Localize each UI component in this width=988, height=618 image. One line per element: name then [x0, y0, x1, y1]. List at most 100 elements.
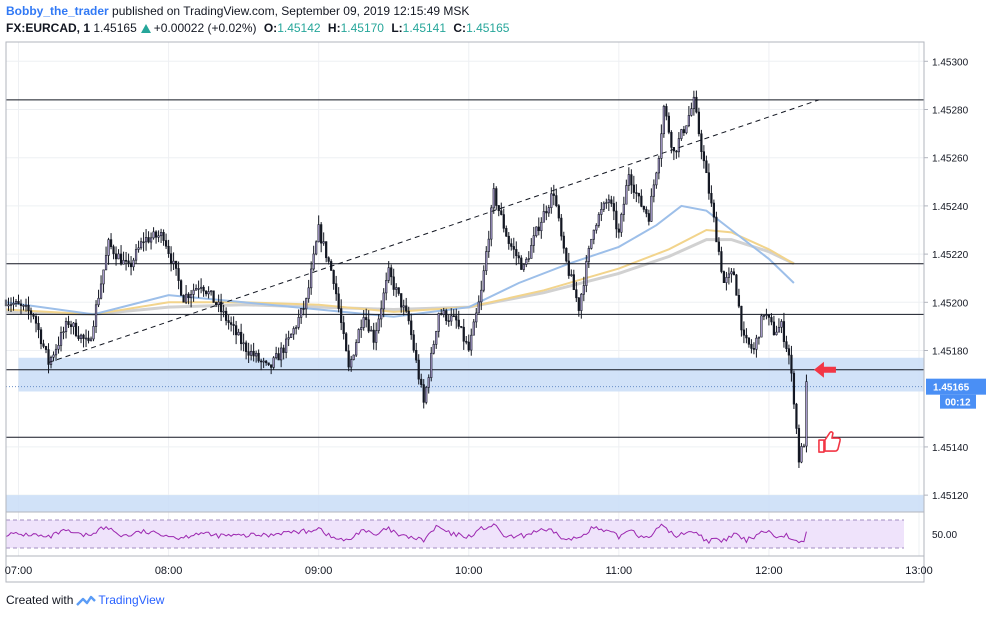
candle-body [625, 185, 628, 205]
candle-body [575, 289, 578, 299]
candle-body [285, 338, 288, 353]
candle-body [17, 301, 20, 305]
candle-body [315, 241, 318, 255]
candle-body [802, 445, 806, 448]
candle-body [262, 360, 265, 363]
candle-body [54, 348, 58, 356]
candle-body [250, 350, 253, 356]
candle-body [245, 342, 248, 352]
candle-body [59, 332, 63, 346]
candle-body [387, 267, 390, 281]
candle-body [162, 232, 165, 241]
candle-body [587, 248, 590, 262]
candle-body [365, 317, 368, 321]
ma-fast-line [5, 204, 795, 318]
candle-body [24, 305, 28, 307]
candle-body [460, 326, 463, 328]
tradingview-brand[interactable]: TradingView [98, 593, 165, 607]
candle-body [415, 350, 418, 361]
candle-body [630, 174, 633, 186]
candle-body [325, 241, 328, 259]
candle-body [317, 224, 320, 243]
countdown-value: 00:12 [945, 398, 971, 409]
candle-body [357, 329, 360, 343]
candle-body [677, 138, 680, 153]
price-tick-label: 1.45120 [932, 491, 969, 502]
candle-body [602, 202, 605, 210]
candle-body [565, 247, 568, 262]
candle-body [132, 259, 135, 268]
created-with-text: Created with [6, 593, 74, 607]
candle-body [400, 293, 403, 308]
candle-body [340, 308, 343, 323]
candle-body [645, 209, 648, 214]
candle-body [580, 293, 583, 311]
candle-body [112, 246, 115, 255]
price-tick-label: 1.45140 [932, 443, 969, 454]
candle-body [452, 315, 455, 318]
candle-body [79, 334, 83, 340]
candle-body [707, 172, 710, 194]
candle-body [169, 253, 173, 264]
dashed-trendline [48, 99, 820, 364]
candle-body [232, 324, 235, 326]
candle-body [532, 235, 535, 246]
candle-body [555, 195, 558, 206]
candle-body [275, 353, 278, 359]
candle-body [320, 224, 323, 244]
up-arrow-icon [140, 24, 151, 33]
candle-body [760, 315, 763, 338]
candle-body [57, 344, 60, 350]
candle-body [337, 293, 340, 309]
candle-body [622, 203, 625, 215]
time-tick-label: 11:00 [605, 565, 632, 577]
author-name[interactable]: Bobby_the_trader [6, 4, 109, 18]
candle-body [547, 207, 550, 214]
candle-body [32, 314, 35, 317]
candle-body [27, 305, 30, 312]
left-arrow-icon [813, 361, 836, 378]
candle-body [345, 333, 348, 352]
candle-body [465, 340, 468, 343]
candle-body [102, 269, 105, 285]
candle-body [542, 211, 545, 223]
candle-body [295, 327, 298, 329]
candle-body [9, 304, 13, 306]
close-label: C: [453, 21, 467, 35]
candle-body [655, 172, 658, 186]
symbol-name[interactable]: FX:EURCAD, 1 [6, 21, 91, 35]
candle-body [267, 362, 270, 366]
candle-body [367, 319, 370, 332]
candle-body [592, 229, 595, 240]
candle-body [522, 264, 525, 270]
candle-body [382, 292, 385, 310]
candle-body [124, 259, 128, 262]
price-tick-label: 1.45280 [932, 105, 969, 116]
candle-body [255, 352, 258, 357]
candle-body [705, 160, 708, 174]
close-value: 1.45165 [466, 21, 510, 35]
candle-body [647, 213, 650, 222]
candle-body [305, 298, 308, 310]
open-label: O: [263, 21, 278, 35]
candle-body [402, 305, 405, 308]
candle-body [272, 357, 275, 368]
candle-body [445, 310, 448, 321]
trendline [48, 99, 820, 364]
candle-body [590, 238, 593, 249]
candle-body [720, 251, 723, 272]
candle-body [685, 125, 688, 134]
candle-body [230, 322, 233, 325]
candle-body [109, 239, 113, 247]
candle-body [450, 315, 453, 322]
candle-body [462, 326, 465, 342]
candle-body [62, 331, 65, 333]
candle-body [47, 349, 50, 365]
candle-body [530, 245, 533, 259]
candle-body [525, 259, 528, 265]
candle-body [600, 209, 603, 215]
candle-body [7, 304, 10, 307]
candle-body [680, 129, 683, 139]
candle-body [797, 428, 801, 463]
